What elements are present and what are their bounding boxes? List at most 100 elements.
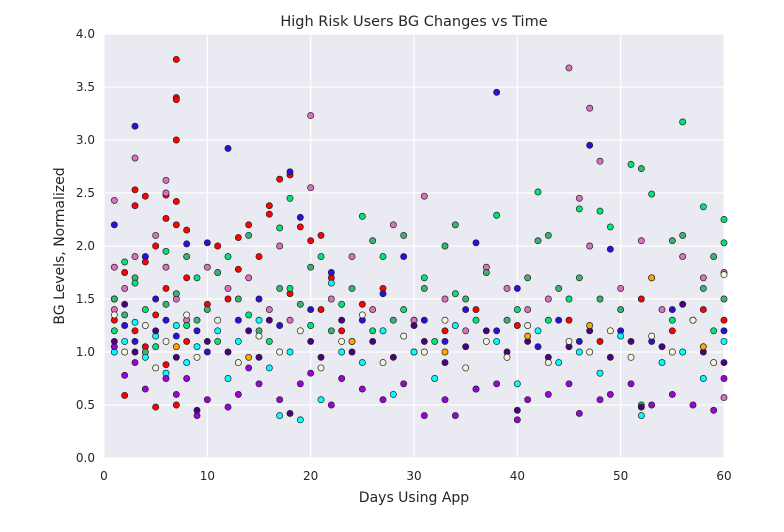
data-point <box>193 316 201 324</box>
data-point <box>276 175 284 183</box>
data-point <box>234 265 242 273</box>
data-point <box>420 274 428 282</box>
data-point <box>276 224 284 232</box>
data-point <box>327 327 335 335</box>
data-point <box>265 364 273 372</box>
data-point <box>606 327 614 335</box>
data-point <box>183 322 191 329</box>
data-point <box>503 284 511 292</box>
x-tick-label: 60 <box>716 469 731 483</box>
data-point <box>245 327 253 335</box>
data-point <box>420 412 428 420</box>
data-point <box>400 332 408 340</box>
data-point <box>234 390 242 398</box>
data-point <box>451 412 459 420</box>
data-point <box>389 221 397 229</box>
y-tick-label: 0.5 <box>76 398 95 412</box>
data-point <box>617 284 625 292</box>
data-point <box>131 186 139 194</box>
data-point <box>131 337 139 345</box>
data-point <box>627 353 635 361</box>
data-point <box>203 263 211 271</box>
data-point <box>276 396 284 404</box>
data-point <box>555 359 563 367</box>
data-point <box>224 284 232 292</box>
data-point <box>575 194 583 202</box>
y-tick-labels: 0.0 0.5 1.0 1.5 2.0 2.5 3.0 3.5 4.0 <box>76 27 95 465</box>
data-point <box>255 380 263 388</box>
data-point <box>503 353 511 361</box>
data-point <box>203 348 211 356</box>
data-point <box>513 380 521 388</box>
data-point <box>668 348 676 356</box>
data-point <box>131 202 139 210</box>
data-point <box>586 141 594 149</box>
data-point <box>327 295 335 303</box>
data-point <box>565 337 573 345</box>
data-point <box>121 371 129 379</box>
data-point <box>369 306 377 314</box>
data-point <box>214 242 222 250</box>
data-point <box>338 337 346 345</box>
data-point <box>617 306 625 314</box>
data-point <box>131 327 139 335</box>
data-point <box>379 253 387 261</box>
data-point <box>193 353 201 361</box>
data-point <box>162 284 170 292</box>
y-tick-label: 1.5 <box>76 292 95 306</box>
data-point <box>710 359 718 367</box>
data-point <box>348 337 356 345</box>
data-point <box>338 375 346 382</box>
data-point <box>276 242 284 250</box>
data-point <box>172 136 180 144</box>
data-point <box>172 353 180 361</box>
data-point <box>389 353 397 361</box>
data-point <box>131 318 139 326</box>
data-point <box>224 375 232 382</box>
data-point <box>658 306 666 314</box>
data-point <box>565 316 573 324</box>
data-point <box>121 337 129 345</box>
data-point <box>338 327 346 335</box>
data-point <box>152 311 160 319</box>
data-point <box>296 327 304 335</box>
data-point <box>245 274 253 282</box>
data-point <box>121 269 129 276</box>
data-point <box>121 300 129 308</box>
data-point <box>420 316 428 324</box>
data-point <box>627 160 635 168</box>
data-point <box>162 361 170 369</box>
data-point <box>317 364 325 372</box>
data-point <box>234 316 242 324</box>
data-point <box>327 269 335 276</box>
data-point <box>524 396 532 404</box>
data-point <box>307 369 315 377</box>
data-point <box>172 55 180 63</box>
data-point <box>276 284 284 292</box>
data-point <box>534 343 542 351</box>
data-point <box>152 231 160 239</box>
data-point <box>317 396 325 404</box>
data-point <box>441 295 449 303</box>
data-point <box>451 221 459 229</box>
data-point <box>493 327 501 335</box>
data-point <box>110 196 118 204</box>
data-point <box>245 231 253 239</box>
data-point <box>462 327 470 335</box>
data-point <box>152 295 160 303</box>
data-point <box>307 263 315 271</box>
data-point <box>513 306 521 314</box>
data-point <box>317 353 325 361</box>
data-point <box>648 274 656 282</box>
x-tick-label: 0 <box>100 469 108 483</box>
data-point <box>358 385 366 393</box>
data-point <box>431 375 439 382</box>
data-points <box>110 55 728 424</box>
data-point <box>245 311 253 319</box>
data-point <box>265 210 273 218</box>
data-point <box>121 392 129 399</box>
data-point <box>183 337 191 345</box>
data-point <box>162 263 170 271</box>
data-point <box>307 337 315 345</box>
x-tick-label: 50 <box>613 469 628 483</box>
